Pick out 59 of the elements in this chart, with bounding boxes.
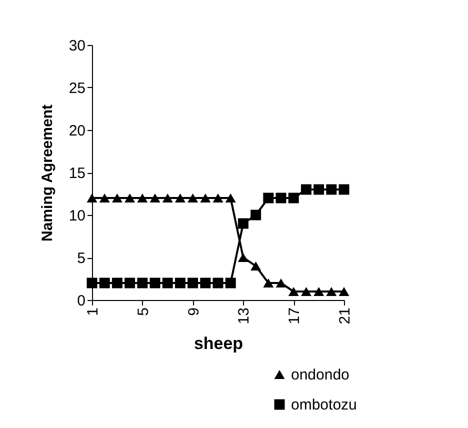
y-tick-label: 5: [77, 250, 86, 267]
point: [137, 278, 148, 288]
point: [188, 278, 198, 288]
point: [314, 184, 324, 195]
point: [338, 286, 350, 296]
point: [326, 286, 337, 296]
point: [263, 192, 274, 204]
point: [250, 261, 262, 271]
x-tick-label: 13: [236, 308, 253, 324]
point: [263, 278, 274, 288]
point: [112, 193, 122, 203]
point: [200, 193, 211, 203]
x-axis-title: sheep: [194, 334, 244, 354]
legend-label: ombotozu: [291, 396, 357, 414]
point: [212, 278, 224, 288]
y-tick-label: 25: [68, 80, 86, 97]
point: [225, 193, 236, 203]
point: [276, 192, 286, 204]
x-tick-label: 17: [286, 308, 304, 324]
point: [99, 193, 110, 203]
point: [188, 193, 198, 203]
point: [338, 184, 350, 195]
point: [162, 278, 173, 288]
y-tick-label: 0: [77, 292, 86, 310]
point: [276, 278, 286, 288]
point: [326, 184, 337, 195]
point: [200, 278, 211, 288]
point: [225, 278, 236, 288]
point: [124, 278, 136, 288]
point: [124, 193, 136, 203]
legend-label: ondondo: [291, 366, 350, 384]
point: [150, 278, 160, 288]
x-tick-label: 5: [134, 308, 152, 316]
y-tick-label: 10: [68, 208, 86, 224]
y-axis-title: Naming Agreement: [38, 104, 56, 242]
point: [112, 278, 122, 288]
point: [86, 278, 98, 288]
point: [288, 192, 299, 204]
point: [300, 184, 312, 195]
point: [314, 286, 324, 296]
point: [174, 193, 186, 203]
point: [238, 218, 248, 229]
point: [174, 278, 186, 288]
y-tick-label: 20: [68, 122, 86, 140]
point: [288, 286, 299, 296]
point: [238, 252, 248, 262]
point: [250, 210, 262, 220]
point: [86, 193, 98, 203]
point: [300, 286, 312, 296]
x-tick-label: 9: [185, 308, 202, 316]
point: [162, 193, 173, 203]
point: [150, 193, 160, 203]
x-tick-label: 1: [84, 308, 102, 316]
x-tick-label: 21: [336, 308, 354, 324]
point: [137, 193, 148, 203]
point: [212, 193, 224, 203]
y-tick-label: 15: [68, 165, 86, 182]
y-tick-label: 30: [68, 38, 86, 54]
point: [99, 278, 110, 288]
